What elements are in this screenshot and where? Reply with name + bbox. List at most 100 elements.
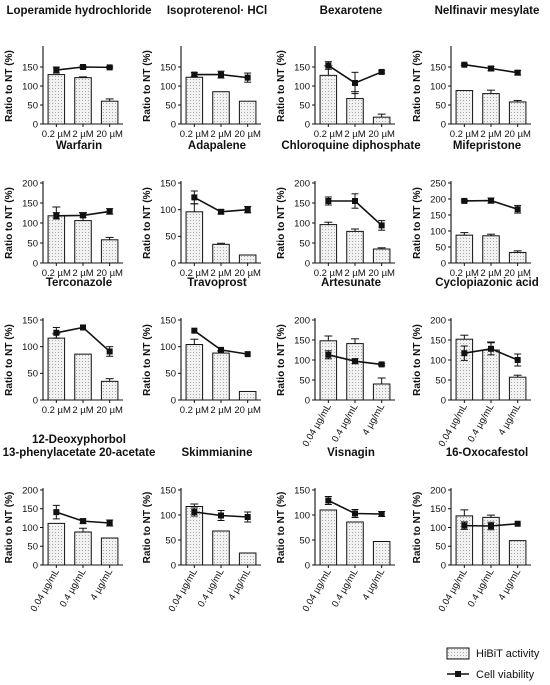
viability-point — [53, 212, 60, 219]
viability-point — [191, 71, 198, 78]
viability-point — [514, 69, 521, 76]
y-axis-label: Ratio to NT (%) — [4, 187, 15, 259]
chart-panel: Loperamide hydrochloride Ratio to NT (%) 0… — [4, 5, 152, 140]
chart-panel: Artesunate Ratio to NT (%) 0 50 100 150 200 0.0… — [276, 277, 395, 449]
viability-point — [53, 329, 60, 336]
x-tick-label: 0.4 µg/mL — [58, 567, 89, 609]
hibit-bar — [319, 340, 338, 401]
viability-point — [352, 510, 358, 517]
viability-point — [378, 361, 385, 368]
viability-point — [244, 351, 251, 358]
y-tick-label: 50 — [435, 100, 446, 111]
y-tick-label: 0 — [305, 395, 310, 406]
panel-title: Adapalene — [188, 140, 246, 152]
y-tick-label: 150 — [22, 504, 38, 515]
y-tick-label: 150 — [160, 485, 176, 496]
y-tick-label: 100 — [22, 523, 38, 534]
viability-point — [488, 345, 494, 352]
y-tick-label: 100 — [22, 342, 38, 353]
hibit-bar — [185, 344, 204, 401]
viability-point — [80, 324, 86, 331]
hibit-bar — [47, 337, 66, 401]
y-tick-label: 0 — [171, 119, 176, 130]
y-axis-label: Ratio to NT (%) — [142, 324, 153, 396]
panel-title: Warfarin — [56, 140, 102, 152]
y-tick-label: 200 — [294, 178, 310, 189]
panel-title: Visnagin — [327, 447, 375, 459]
y-tick-label: 100 — [294, 218, 310, 229]
y-tick-label: 100 — [430, 355, 446, 366]
x-tick-label: 0.2 µM — [42, 129, 71, 140]
x-tick-label: 2 µM — [210, 129, 231, 140]
hibit-bar — [100, 100, 119, 125]
x-tick-label: 0.4 µg/mL — [466, 402, 497, 444]
panel-title: Loperamide hydrochloride — [6, 5, 151, 17]
y-tick-label: 150 — [294, 62, 310, 73]
x-tick-label: 2 µM — [210, 268, 231, 279]
y-axis-label: Ratio to NT (%) — [276, 50, 287, 122]
x-tick-label: 0.04 µg/mL — [301, 567, 334, 614]
x-tick-label: 0.2 µM — [180, 405, 209, 416]
viability-point — [244, 74, 251, 81]
y-tick-label: 50 — [435, 242, 446, 253]
y-tick-label: 50 — [299, 535, 310, 546]
x-tick-label: 0.2 µM — [314, 129, 343, 140]
viability-point — [80, 518, 86, 525]
x-tick-label: 2 µM — [72, 129, 93, 140]
hibit-bar — [319, 74, 338, 125]
y-tick-label: 100 — [160, 342, 176, 353]
x-tick-label: 20 µM — [504, 268, 531, 279]
viability-point — [488, 197, 494, 204]
chart-panel: Isoproterenol· HCl Ratio to NT (%) 0 50 100 1… — [142, 5, 267, 140]
hibit-bar — [185, 211, 204, 264]
y-tick-label: 150 — [430, 504, 446, 515]
viability-point — [106, 64, 113, 71]
x-tick-label: 2 µM — [480, 268, 501, 279]
chart-panel: Skimmianine Ratio to NT (%) 0 50 100 150 0.04 … — [142, 447, 261, 614]
y-tick-label: 100 — [430, 523, 446, 534]
viability-point — [378, 222, 385, 229]
panel-title: Nelfinavir mesylate — [435, 5, 540, 17]
viability-point — [244, 206, 251, 213]
chart-panel: Nelfinavir mesylate Ratio to NT (%) 0 50 100… — [412, 5, 539, 140]
y-tick-label: 50 — [435, 542, 446, 553]
x-tick-label: 4 µg/mL — [360, 567, 387, 602]
y-tick-label: 200 — [294, 315, 310, 326]
y-tick-label: 0 — [33, 395, 38, 406]
x-tick-label: 4 µg/mL — [496, 567, 523, 602]
hibit-bar — [508, 101, 527, 125]
y-tick-label: 150 — [294, 198, 310, 209]
hibit-bar — [508, 540, 527, 566]
y-axis-label: Ratio to NT (%) — [142, 492, 153, 564]
y-tick-label: 50 — [299, 238, 310, 249]
x-tick-label: 20 µM — [368, 129, 395, 140]
x-tick-label: 0.2 µM — [180, 129, 209, 140]
y-tick-label: 0 — [171, 258, 176, 269]
hibit-bar — [185, 76, 204, 125]
hibit-bar — [482, 235, 500, 264]
viability-point — [461, 61, 468, 68]
hibit-bar — [238, 552, 257, 566]
x-tick-label: 0.4 µg/mL — [466, 567, 497, 609]
panel-title: Travoprost — [187, 277, 247, 289]
y-tick-label: 100 — [160, 510, 176, 521]
x-tick-label: 4 µg/mL — [360, 402, 387, 437]
viability-point — [218, 346, 224, 353]
y-tick-label: 150 — [160, 178, 176, 189]
y-tick-label: 150 — [22, 62, 38, 73]
y-tick-label: 150 — [430, 62, 446, 73]
viability-point — [352, 358, 358, 365]
y-tick-label: 0 — [441, 395, 446, 406]
y-tick-label: 250 — [430, 178, 446, 189]
y-tick-label: 150 — [22, 315, 38, 326]
x-tick-label: 4 µg/mL — [88, 567, 115, 602]
x-tick-label: 20 µM — [234, 268, 261, 279]
y-tick-label: 100 — [22, 218, 38, 229]
y-tick-label: 150 — [294, 335, 310, 346]
panel-title: Bexarotene — [320, 5, 383, 17]
hibit-bar — [508, 251, 527, 264]
hibit-bar — [372, 248, 391, 264]
hibit-bar — [100, 380, 119, 401]
x-tick-label: 0.2 µM — [42, 268, 71, 279]
